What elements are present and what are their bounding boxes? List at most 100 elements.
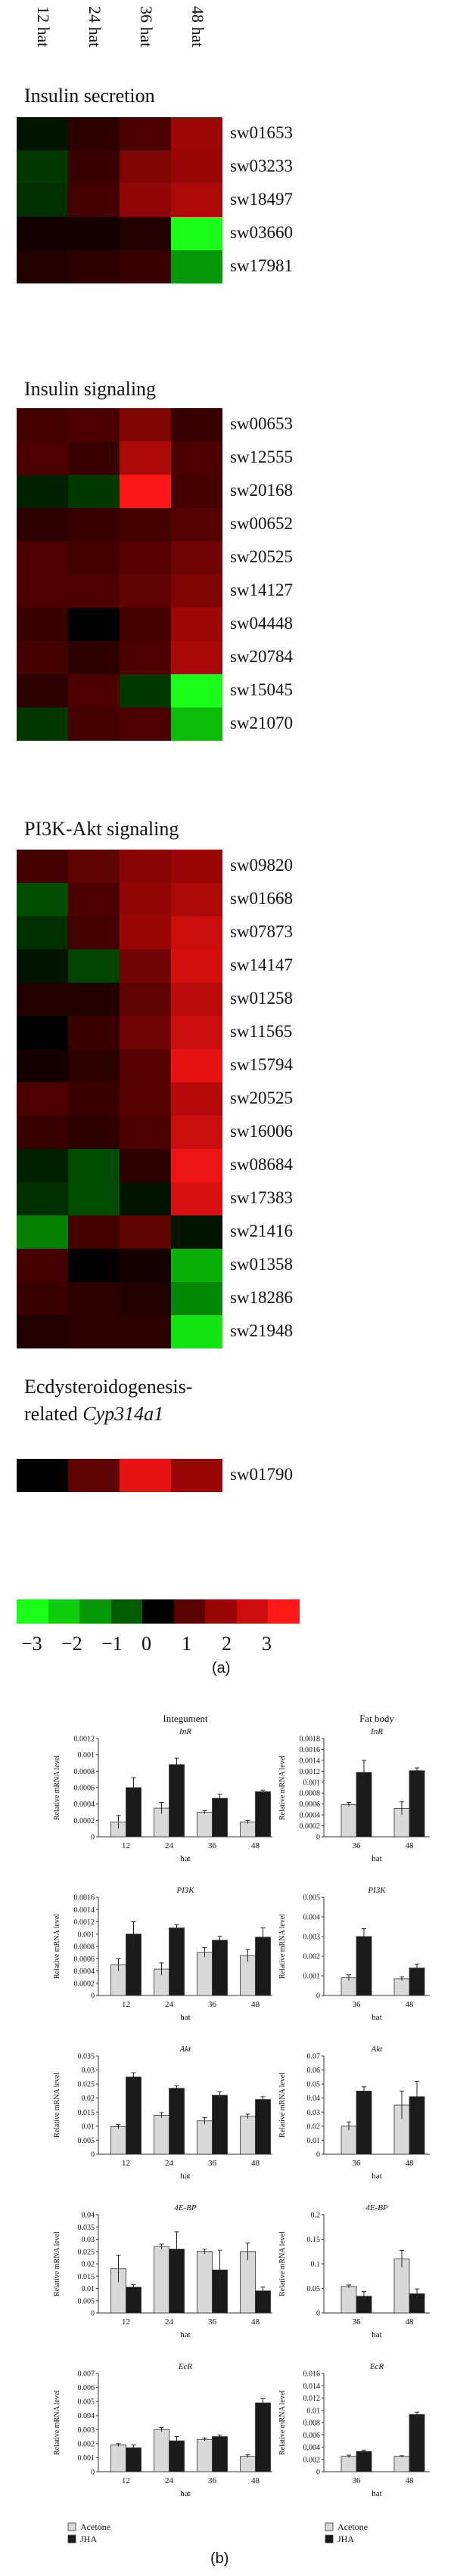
legend-label-acetone: Acetone <box>80 2522 110 2532</box>
x-axis-label: hat <box>180 2172 190 2181</box>
row-label: sw03233 <box>230 156 294 175</box>
y-tick-label: 0.04 <box>307 2095 321 2103</box>
color-scale-swatch <box>48 1599 80 1624</box>
bar-jha <box>409 1968 425 1996</box>
y-tick-label: 0.01 <box>82 2285 95 2293</box>
row-label: sw16006 <box>230 1122 294 1141</box>
y-tick-label: 0.04 <box>82 2212 95 2220</box>
heatmap-cell <box>68 1116 120 1149</box>
row-label: sw18497 <box>230 190 294 209</box>
gene-label: Akt <box>179 2045 192 2054</box>
heatmap-cell <box>17 850 68 883</box>
heatmap-cell <box>120 508 171 541</box>
heatmap-grid <box>17 408 222 741</box>
y-tick-label: 0.004 <box>303 1914 321 1922</box>
gene-label: InR <box>179 1727 191 1736</box>
legend-label-jha: JHA <box>80 2534 97 2544</box>
row-label: sw21948 <box>230 1321 294 1340</box>
x-tick-label: 36 <box>208 2476 217 2485</box>
x-tick-label: 12 <box>122 2476 130 2485</box>
y-axis-label: Relative mRNA level <box>53 2073 61 2138</box>
legend-label-jha: JHA <box>337 2534 354 2544</box>
bar-jha <box>212 2436 228 2472</box>
y-tick-label: 0.016 <box>303 2370 321 2379</box>
row-label: sw15794 <box>230 1055 294 1074</box>
heatmap-cell <box>17 949 68 983</box>
heatmap-cell <box>68 574 120 608</box>
y-tick-label: 0.005 <box>303 1894 321 1903</box>
row-label: sw17981 <box>230 256 294 275</box>
section-title-gene: Cyp314a1 <box>82 1403 164 1425</box>
heatmap-cell <box>120 1282 171 1315</box>
x-tick-label: 36 <box>208 2159 217 2168</box>
bar-jha <box>255 2402 271 2472</box>
bar-acetone <box>154 2429 169 2472</box>
y-tick-label: 0.006 <box>303 2432 321 2440</box>
x-tick-label: 36 <box>353 2476 362 2485</box>
y-axis-label: Relative mRNA level <box>278 1914 287 1979</box>
heatmap-cell <box>17 1315 68 1348</box>
heatmap-cell <box>17 608 68 641</box>
y-tick-label: 0.0008 <box>74 1943 95 1952</box>
y-tick-label: 0 <box>316 2151 320 2160</box>
heatmap-cell <box>120 850 171 883</box>
heatmap-cell <box>120 184 171 217</box>
color-scale-tick: 3 <box>262 1633 272 1655</box>
legend-label-acetone: Acetone <box>337 2522 368 2532</box>
row-label: sw20168 <box>230 481 294 500</box>
y-axis-label: Relative mRNA level <box>53 2390 61 2455</box>
x-tick-label: 48 <box>406 2159 415 2168</box>
y-tick-label: 0.05 <box>307 2285 321 2293</box>
heatmap-cell <box>17 117 68 150</box>
y-tick-label: 0 <box>316 2469 320 2477</box>
heatmap-cell <box>68 408 120 441</box>
x-tick-label: 36 <box>353 2000 362 2009</box>
column-header: 48 hat <box>188 6 207 48</box>
row-label: sw01258 <box>230 989 294 1008</box>
heatmap-cell <box>120 916 171 949</box>
heatmap-grid <box>17 850 222 1348</box>
x-tick-label: 48 <box>251 2476 260 2485</box>
y-tick-label: 0.03 <box>307 2109 321 2117</box>
x-axis-label: hat <box>372 2172 381 2181</box>
y-tick-label: 0.003 <box>303 1934 321 1942</box>
row-label: sw11565 <box>230 1022 293 1041</box>
heatmap-cell <box>171 508 222 541</box>
x-tick-label: 36 <box>353 2159 362 2168</box>
heatmap-cell <box>17 641 68 674</box>
y-tick-label: 0.001 <box>78 2454 95 2463</box>
y-tick-label: 0.004 <box>303 2444 321 2452</box>
y-axis-label: Relative mRNA level <box>53 1914 61 1979</box>
heatmap-cell <box>68 608 120 641</box>
x-tick-label: 48 <box>406 2317 415 2327</box>
heatmap-cell <box>68 1182 120 1215</box>
heatmap-cell <box>171 608 222 641</box>
color-scale-swatch <box>142 1599 175 1624</box>
heatmap-cell <box>171 983 222 1016</box>
color-scale-tick: 2 <box>222 1633 232 1655</box>
bar-jha <box>255 2099 271 2155</box>
heatmap-cell <box>17 1459 68 1492</box>
y-tick-label: 0 <box>316 1992 320 2001</box>
heatmap-cell <box>68 1016 120 1049</box>
color-scale-swatch <box>173 1599 206 1624</box>
heatmap-cell <box>17 508 68 541</box>
y-tick-label: 0.001 <box>78 1930 95 1939</box>
row-label: sw01790 <box>230 1465 294 1484</box>
gene-label: EcR <box>369 2362 384 2371</box>
x-axis-label: hat <box>180 2013 190 2022</box>
y-tick-label: 0.0012 <box>300 1768 321 1776</box>
heatmap-cell <box>17 408 68 441</box>
row-label: sw14147 <box>230 955 294 974</box>
heatmap-grid <box>17 117 222 283</box>
y-tick-label: 0.0014 <box>74 1906 95 1915</box>
heatmap-cell <box>171 408 222 441</box>
heatmap-cell <box>68 883 120 916</box>
y-tick-label: 0.004 <box>78 2412 95 2420</box>
y-tick-label: 0.003 <box>78 2426 95 2435</box>
heatmap-cell <box>68 1282 120 1315</box>
gene-label: 4E-BP <box>365 2203 388 2212</box>
color-scale-swatch <box>236 1599 269 1624</box>
y-tick-label: 0.0016 <box>300 1746 321 1754</box>
y-tick-label: 0.008 <box>303 2420 321 2428</box>
